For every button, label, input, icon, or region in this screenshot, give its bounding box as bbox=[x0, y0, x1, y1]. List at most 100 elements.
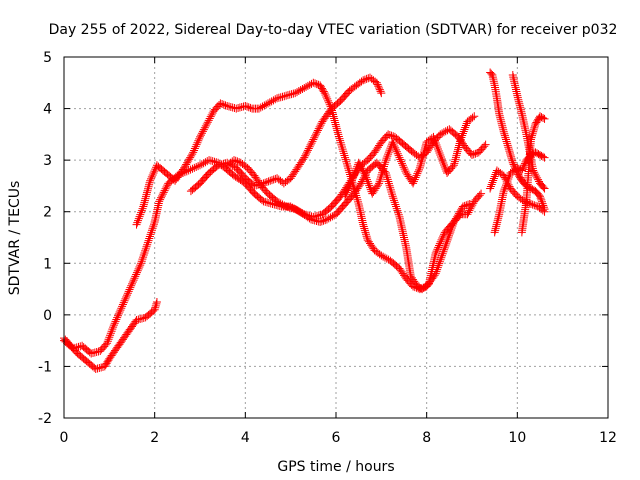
data-point bbox=[108, 325, 117, 334]
data-point bbox=[221, 159, 230, 168]
data-point bbox=[358, 166, 367, 175]
data-point bbox=[315, 122, 324, 131]
data-point bbox=[540, 184, 549, 193]
data-point bbox=[490, 172, 499, 181]
data-point bbox=[355, 160, 364, 169]
data-point bbox=[312, 211, 321, 220]
data-point bbox=[410, 175, 419, 184]
data-point bbox=[503, 141, 512, 150]
data-point bbox=[97, 363, 106, 372]
data-point bbox=[392, 147, 401, 156]
data-point bbox=[314, 124, 323, 133]
data-point bbox=[233, 157, 242, 166]
data-point bbox=[311, 212, 320, 221]
data-point bbox=[471, 149, 480, 158]
data-point bbox=[341, 192, 350, 201]
data-point bbox=[231, 156, 240, 165]
data-point bbox=[481, 140, 490, 149]
data-point bbox=[530, 121, 539, 130]
data-point bbox=[264, 99, 272, 108]
data-point bbox=[312, 128, 321, 137]
data-point bbox=[533, 173, 542, 182]
data-point bbox=[243, 102, 252, 111]
data-point bbox=[322, 92, 331, 101]
data-point bbox=[489, 174, 498, 183]
data-point bbox=[311, 131, 320, 140]
data-point bbox=[439, 247, 448, 256]
data-point bbox=[359, 222, 368, 231]
data-point bbox=[515, 99, 524, 108]
data-point bbox=[447, 225, 456, 234]
data-point bbox=[494, 214, 503, 223]
data-point bbox=[514, 95, 523, 104]
data-point bbox=[384, 130, 393, 139]
data-point bbox=[139, 202, 148, 211]
data-point bbox=[384, 150, 393, 159]
data-point bbox=[109, 321, 118, 330]
data-point bbox=[379, 164, 388, 173]
data-point bbox=[494, 212, 503, 221]
data-point bbox=[469, 150, 478, 159]
data-point bbox=[117, 304, 126, 313]
data-point bbox=[400, 165, 409, 174]
data-point bbox=[123, 291, 132, 300]
data-point bbox=[459, 127, 468, 136]
y-tick-label: 4 bbox=[43, 102, 52, 118]
data-point bbox=[357, 77, 366, 86]
series-track-e bbox=[223, 125, 490, 221]
data-point bbox=[144, 182, 153, 191]
data-point bbox=[162, 182, 171, 191]
data-point bbox=[199, 159, 208, 168]
data-point bbox=[416, 161, 425, 170]
data-point bbox=[528, 131, 537, 140]
series-track-j bbox=[508, 71, 549, 193]
data-point bbox=[119, 298, 128, 307]
data-point bbox=[392, 202, 401, 211]
data-point bbox=[103, 339, 112, 348]
data-point bbox=[339, 149, 348, 158]
data-point bbox=[151, 303, 160, 312]
data-point bbox=[303, 211, 312, 220]
data-point bbox=[432, 140, 441, 149]
data-point bbox=[387, 131, 396, 140]
data-point bbox=[208, 157, 217, 166]
data-point bbox=[324, 214, 333, 223]
data-point bbox=[455, 207, 464, 216]
data-point bbox=[388, 192, 397, 201]
data-point bbox=[300, 210, 309, 219]
data-point bbox=[364, 74, 373, 83]
data-point bbox=[232, 104, 241, 113]
data-point bbox=[416, 159, 425, 168]
data-point bbox=[140, 196, 149, 205]
data-point bbox=[501, 133, 510, 142]
data-point bbox=[194, 136, 203, 145]
data-point bbox=[390, 141, 399, 150]
data-point bbox=[464, 208, 473, 217]
data-point bbox=[516, 103, 525, 112]
data-point bbox=[350, 168, 359, 177]
data-point bbox=[322, 215, 331, 224]
data-point bbox=[210, 157, 219, 166]
data-point bbox=[157, 193, 166, 202]
data-point bbox=[265, 98, 274, 107]
data-point bbox=[160, 186, 169, 195]
data-point bbox=[312, 130, 321, 139]
data-point bbox=[94, 347, 103, 356]
data-point bbox=[113, 311, 122, 320]
data-point bbox=[147, 228, 156, 237]
data-point bbox=[493, 216, 502, 225]
data-point bbox=[145, 180, 154, 189]
data-point bbox=[92, 347, 101, 356]
data-point bbox=[378, 166, 387, 175]
data-point bbox=[532, 171, 541, 180]
series-track-i bbox=[490, 148, 549, 237]
data-point bbox=[502, 135, 510, 144]
data-point bbox=[230, 156, 238, 165]
data-point bbox=[526, 199, 535, 208]
data-point bbox=[263, 198, 272, 207]
data-point bbox=[343, 162, 352, 171]
data-point bbox=[390, 198, 399, 207]
data-point bbox=[493, 218, 502, 227]
data-point bbox=[440, 245, 449, 254]
data-point bbox=[111, 317, 120, 326]
